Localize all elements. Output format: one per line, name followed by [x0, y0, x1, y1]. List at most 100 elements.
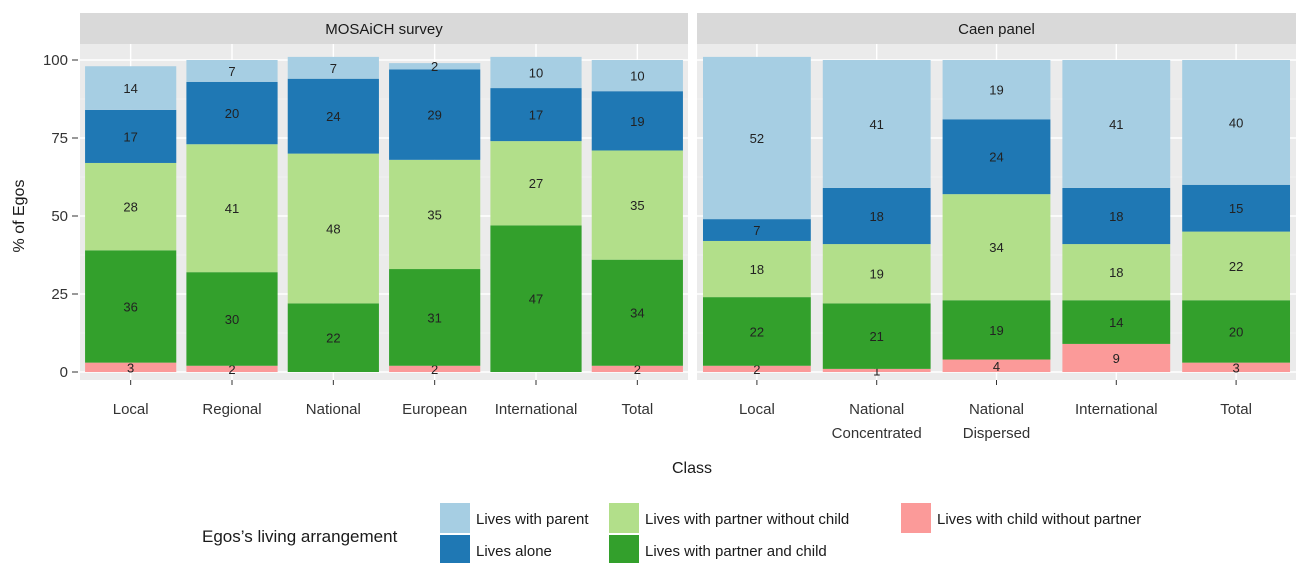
bar-segment-label: 34: [989, 240, 1003, 255]
bar-segment: [1182, 184, 1291, 232]
bar-segment: [702, 365, 811, 372]
x-tick-label: Total: [1220, 401, 1252, 418]
bar-segment: [942, 60, 1051, 120]
bar-segment-label: 19: [630, 114, 644, 129]
bar-segment-label: 1: [873, 363, 880, 378]
bar-segment-label: 14: [1109, 315, 1123, 330]
bar-segment-label: 17: [529, 108, 543, 123]
x-tick-label: International: [495, 401, 578, 418]
bar-segment: [1062, 343, 1171, 372]
bar-segment: [287, 78, 379, 154]
bar-segment: [287, 56, 379, 79]
bar-segment: [85, 66, 177, 110]
bar-segment-label: 3: [127, 360, 134, 375]
bar-segment-label: 19: [989, 323, 1003, 338]
legend-label: Lives with child without partner: [937, 511, 1141, 528]
bar-segment-label: 19: [989, 83, 1003, 98]
bar-segment-label: 41: [1109, 117, 1123, 132]
bar-segment-label: 28: [123, 200, 137, 215]
legend-title: Egos’s living arrangement: [202, 527, 398, 546]
bar-segment: [1062, 300, 1171, 344]
bar-segment-label: 22: [750, 324, 764, 339]
bar-segment: [490, 88, 582, 142]
bar-segment: [942, 119, 1051, 195]
bar-segment-label: 14: [123, 81, 137, 96]
bar-segment: [1182, 300, 1291, 363]
x-axis-title: Class: [672, 460, 712, 477]
bar-segment: [389, 365, 481, 372]
y-tick-label: 25: [51, 286, 68, 303]
bar-segment: [702, 240, 811, 298]
bar-segment-label: 7: [330, 61, 337, 76]
bar-segment-label: 52: [750, 131, 764, 146]
panel-background: [80, 44, 688, 380]
x-tick-label: Regional: [202, 401, 261, 418]
bar-segment-label: 34: [630, 306, 644, 321]
bar-segment: [591, 91, 683, 151]
bar-segment: [85, 250, 177, 363]
bar-segment-label: 27: [529, 176, 543, 191]
bar-segment-label: 2: [634, 362, 641, 377]
x-tick-label: Local: [113, 401, 149, 418]
bar-segment: [389, 159, 481, 270]
y-tick-label: 0: [60, 364, 68, 381]
panel-strip: [80, 13, 688, 44]
bar-segment: [186, 60, 278, 82]
bar-segment: [822, 368, 931, 372]
x-tick-label: Total: [621, 401, 653, 418]
bar-segment: [591, 150, 683, 260]
bar-segment: [822, 244, 931, 304]
bar-segment-label: 18: [1109, 265, 1123, 280]
bar-segment-label: 21: [869, 329, 883, 344]
bar-segment-label: 20: [1229, 324, 1243, 339]
legend-label: Lives with partner without child: [645, 511, 849, 528]
legend-label: Lives with partner and child: [645, 543, 827, 560]
bar-segment-label: 19: [869, 267, 883, 282]
legend-swatch: [609, 503, 639, 533]
bar-segment-label: 29: [427, 108, 441, 123]
bar-segment: [702, 297, 811, 366]
bar-segment: [1062, 244, 1171, 301]
bar-segment-label: 2: [753, 362, 760, 377]
panel-title: Caen panel: [958, 21, 1035, 38]
bar-segment-label: 15: [1229, 201, 1243, 216]
bar-segment: [942, 300, 1051, 360]
legend-label: Lives alone: [476, 543, 552, 560]
bar-segment-label: 40: [1229, 115, 1243, 130]
bar-segment: [1182, 231, 1291, 301]
bar-segment: [186, 365, 278, 372]
x-tick-label: National: [306, 401, 361, 418]
bar-segment: [591, 60, 683, 92]
bar-segment: [490, 141, 582, 226]
bar-segment-label: 36: [123, 299, 137, 314]
bar-segment-label: 17: [123, 129, 137, 144]
bar-segment-label: 10: [529, 65, 543, 80]
bar-segment: [287, 303, 379, 372]
y-tick-label: 100: [43, 52, 68, 69]
bar-segment-label: 18: [1109, 209, 1123, 224]
bar-segment-label: 18: [750, 262, 764, 277]
bar-segment-label: 24: [989, 150, 1003, 165]
bar-segment: [591, 259, 683, 366]
bar-segment: [85, 109, 177, 163]
bar-segment-label: 41: [225, 201, 239, 216]
bar-segment-label: 30: [225, 312, 239, 327]
bar-segment-label: 10: [630, 69, 644, 84]
bar-segment: [942, 194, 1051, 301]
bar-segment-label: 22: [326, 331, 340, 346]
bar-segment: [287, 153, 379, 304]
legend-swatch: [440, 503, 470, 533]
bar-segment: [490, 56, 582, 89]
bar-segment-label: 35: [630, 198, 644, 213]
y-axis-title: % of Egos: [11, 180, 28, 253]
x-tick-label: European: [402, 401, 467, 418]
bar-segment: [389, 69, 481, 160]
bar-segment: [186, 144, 278, 273]
bar-segment: [822, 303, 931, 369]
bar-segment: [490, 225, 582, 372]
bar-segment: [389, 63, 481, 70]
bar-segment-label: 7: [753, 223, 760, 238]
bar-segment: [822, 60, 931, 188]
bar-segment-label: 2: [431, 59, 438, 74]
